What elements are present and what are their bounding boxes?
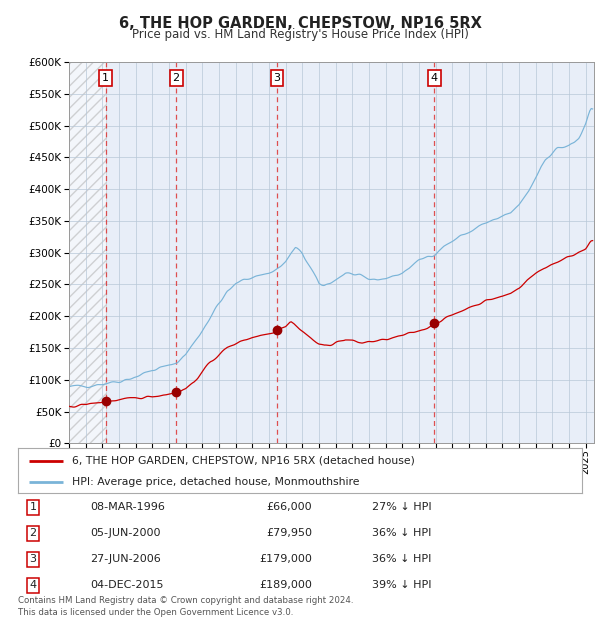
Text: 1: 1 xyxy=(102,73,109,83)
Text: 05-JUN-2000: 05-JUN-2000 xyxy=(90,528,161,538)
Text: 39% ↓ HPI: 39% ↓ HPI xyxy=(372,580,431,590)
Text: 27% ↓ HPI: 27% ↓ HPI xyxy=(372,502,431,512)
Text: 3: 3 xyxy=(274,73,281,83)
Text: £179,000: £179,000 xyxy=(259,554,312,564)
Text: Contains HM Land Registry data © Crown copyright and database right 2024.
This d: Contains HM Land Registry data © Crown c… xyxy=(18,596,353,617)
Text: 2: 2 xyxy=(173,73,180,83)
Text: 2: 2 xyxy=(29,528,37,538)
Text: 4: 4 xyxy=(431,73,438,83)
Text: £79,950: £79,950 xyxy=(266,528,312,538)
Text: 1: 1 xyxy=(29,502,37,512)
Text: £66,000: £66,000 xyxy=(266,502,312,512)
Text: 4: 4 xyxy=(29,580,37,590)
Text: Price paid vs. HM Land Registry's House Price Index (HPI): Price paid vs. HM Land Registry's House … xyxy=(131,28,469,41)
Text: 6, THE HOP GARDEN, CHEPSTOW, NP16 5RX (detached house): 6, THE HOP GARDEN, CHEPSTOW, NP16 5RX (d… xyxy=(71,456,415,466)
Text: 08-MAR-1996: 08-MAR-1996 xyxy=(90,502,165,512)
Text: 04-DEC-2015: 04-DEC-2015 xyxy=(90,580,163,590)
Text: 6, THE HOP GARDEN, CHEPSTOW, NP16 5RX: 6, THE HOP GARDEN, CHEPSTOW, NP16 5RX xyxy=(119,16,481,30)
Bar xyxy=(69,62,106,443)
Text: 36% ↓ HPI: 36% ↓ HPI xyxy=(372,528,431,538)
Text: £189,000: £189,000 xyxy=(259,580,312,590)
Bar xyxy=(69,62,106,443)
Text: 27-JUN-2006: 27-JUN-2006 xyxy=(90,554,161,564)
Text: HPI: Average price, detached house, Monmouthshire: HPI: Average price, detached house, Monm… xyxy=(71,477,359,487)
Text: 36% ↓ HPI: 36% ↓ HPI xyxy=(372,554,431,564)
Text: 3: 3 xyxy=(29,554,37,564)
